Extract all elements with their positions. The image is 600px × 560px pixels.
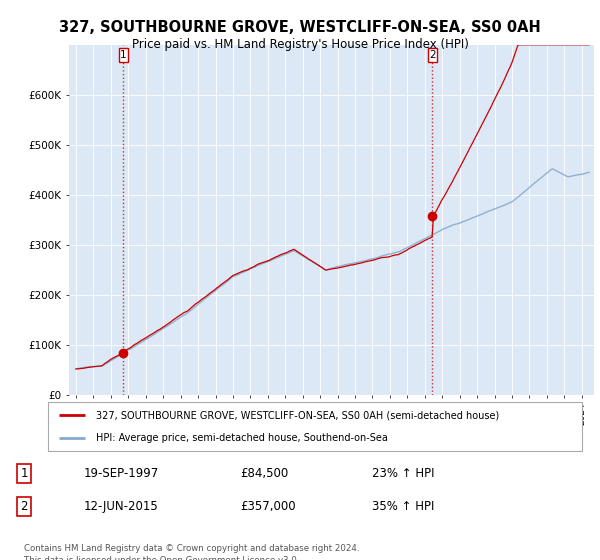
Text: HPI: Average price, semi-detached house, Southend-on-Sea: HPI: Average price, semi-detached house,… [96,433,388,444]
Text: £84,500: £84,500 [240,466,288,480]
Text: 23% ↑ HPI: 23% ↑ HPI [372,466,434,480]
Text: £357,000: £357,000 [240,500,296,514]
Text: 327, SOUTHBOURNE GROVE, WESTCLIFF-ON-SEA, SS0 0AH: 327, SOUTHBOURNE GROVE, WESTCLIFF-ON-SEA… [59,20,541,35]
Text: 1: 1 [120,50,127,60]
Text: 35% ↑ HPI: 35% ↑ HPI [372,500,434,514]
Text: 12-JUN-2015: 12-JUN-2015 [84,500,159,514]
Text: 2: 2 [20,500,28,514]
Text: 2: 2 [429,50,436,60]
Text: 1: 1 [20,466,28,480]
FancyBboxPatch shape [48,402,582,451]
Text: 327, SOUTHBOURNE GROVE, WESTCLIFF-ON-SEA, SS0 0AH (semi-detached house): 327, SOUTHBOURNE GROVE, WESTCLIFF-ON-SEA… [96,410,499,421]
Text: Contains HM Land Registry data © Crown copyright and database right 2024.
This d: Contains HM Land Registry data © Crown c… [24,544,359,560]
Text: 19-SEP-1997: 19-SEP-1997 [84,466,159,480]
Text: Price paid vs. HM Land Registry's House Price Index (HPI): Price paid vs. HM Land Registry's House … [131,38,469,50]
